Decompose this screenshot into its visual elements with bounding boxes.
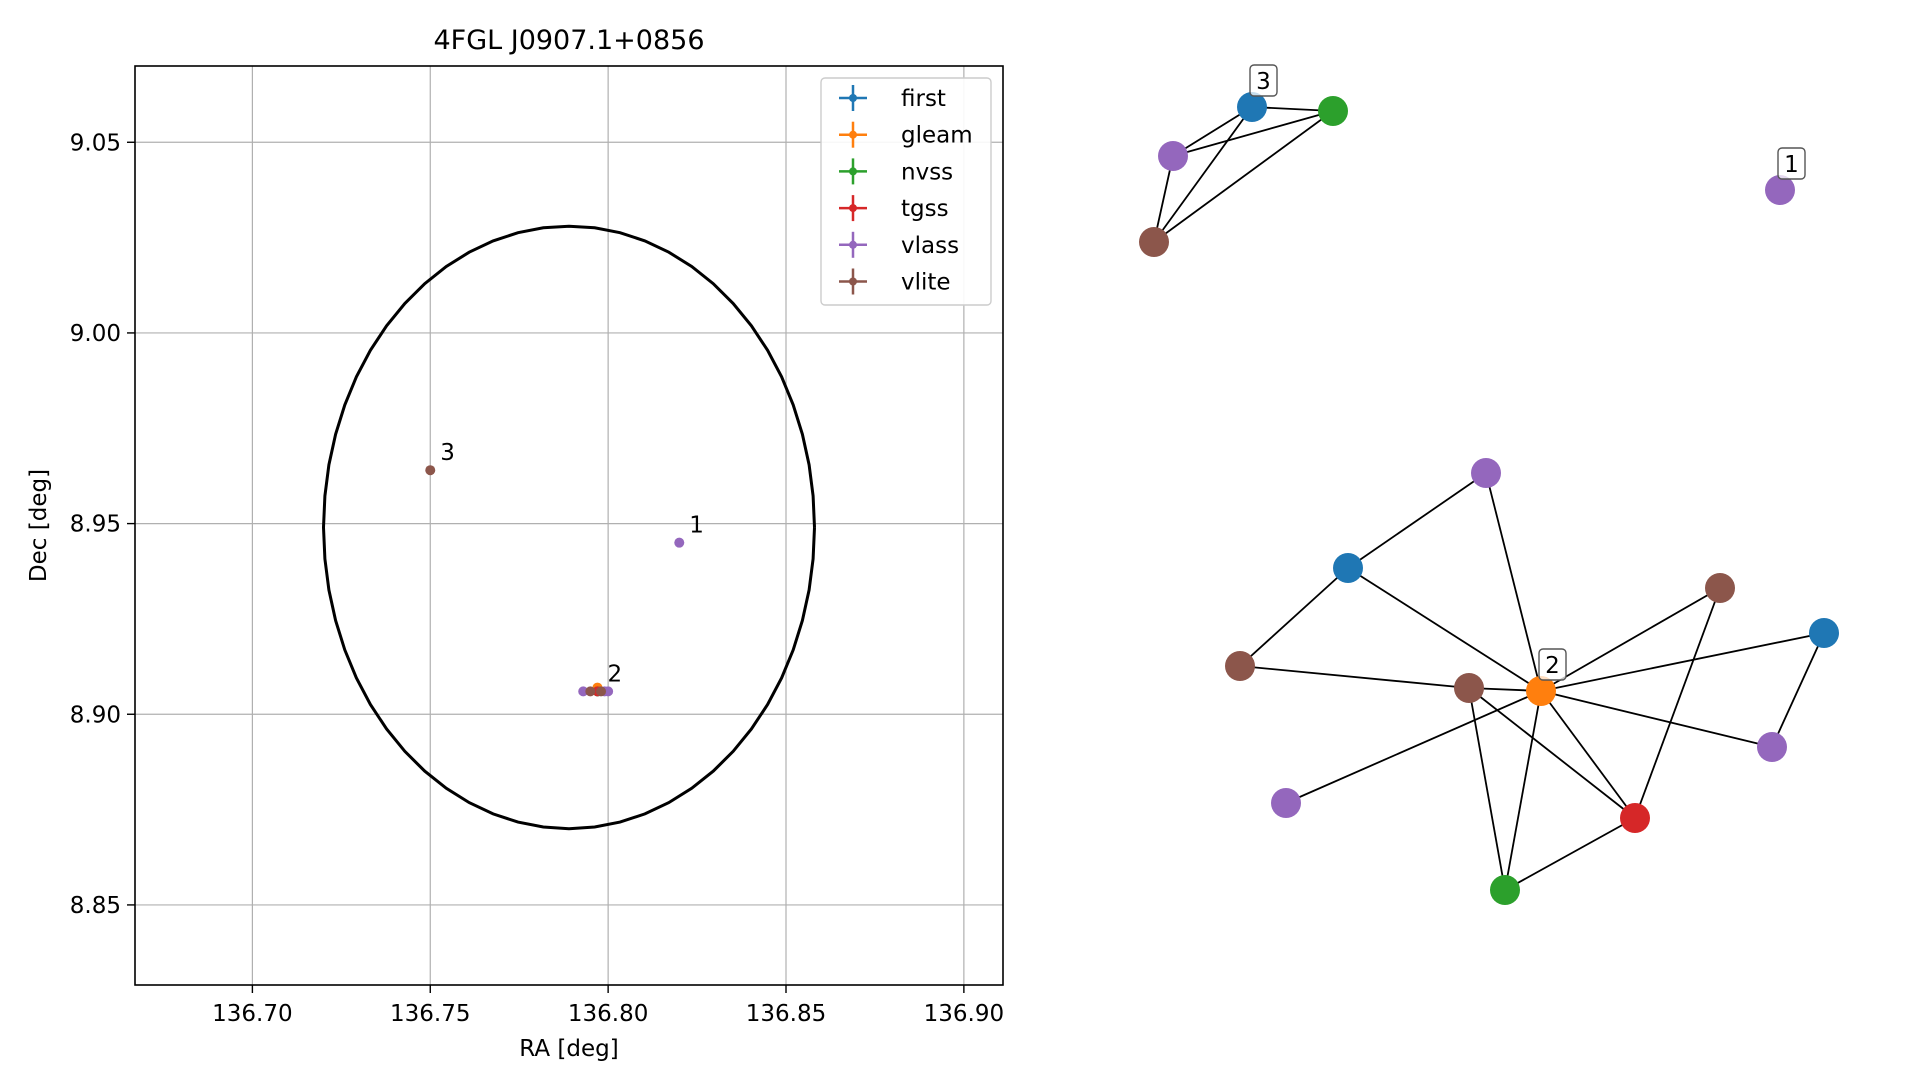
graph-edge: [1172, 106, 1253, 157]
graph-node: [1158, 141, 1188, 171]
y-tick-label: 9.05: [70, 130, 121, 156]
legend-label-vlite: vlite: [901, 270, 951, 296]
legend-marker-dot: [849, 204, 857, 213]
point-vlass: [603, 686, 614, 697]
y-tick-label: 8.90: [70, 702, 121, 728]
graph-edge: [1347, 472, 1487, 569]
graph-edge: [1504, 690, 1542, 891]
graph-node: [1225, 651, 1255, 681]
node-label: 3: [1256, 69, 1271, 95]
y-tick-label: 9.00: [70, 321, 121, 347]
graph-edge: [1634, 587, 1721, 819]
plot-frame: [134, 65, 1004, 986]
point-vlite: [585, 686, 596, 697]
graph-node: [1809, 618, 1839, 648]
graph-node: [1526, 676, 1556, 706]
node-label: 1: [1784, 152, 1799, 178]
point-vlite: [425, 465, 436, 476]
y-axis-label: Dec [deg]: [26, 469, 52, 582]
graph-node: [1620, 803, 1650, 833]
x-tick-label: 136.75: [390, 1001, 470, 1027]
network-panel: 3 1 2: [1139, 64, 1839, 905]
node-label: 2: [1545, 653, 1560, 679]
node-label-box: [1249, 64, 1278, 97]
point-vlass: [578, 686, 589, 697]
graph-node: [1757, 732, 1787, 762]
graph-node: [1333, 553, 1363, 583]
y-tick-label: 8.85: [70, 893, 121, 919]
graph-edge: [1153, 110, 1334, 243]
graph-node: [1271, 788, 1301, 818]
graph-edge: [1540, 690, 1773, 748]
chart-title: 4FGL J0907.1+0856: [433, 25, 704, 56]
graph-edge: [1540, 587, 1721, 692]
graph-edge: [1771, 632, 1825, 748]
graph-edge: [1239, 665, 1470, 689]
graph-edge: [1285, 690, 1542, 804]
node-label-box: [1777, 147, 1806, 180]
graph-edge: [1172, 110, 1334, 157]
legend-marker-dot: [849, 167, 857, 176]
x-tick-label: 136.85: [746, 1001, 826, 1027]
graph-edge: [1540, 632, 1825, 692]
x-tick-label: 136.90: [924, 1001, 1004, 1027]
graph-node: [1765, 175, 1795, 205]
graph-node: [1454, 673, 1484, 703]
node-label-box: [1538, 648, 1567, 681]
x-tick-label: 136.80: [568, 1001, 648, 1027]
graph-edge: [1153, 106, 1253, 243]
annotation-label: 1: [689, 513, 704, 539]
legend-label-first: first: [901, 86, 946, 112]
legend-marker-dot: [849, 277, 857, 286]
legend-label-nvss: nvss: [901, 159, 953, 185]
error-ellipse: [321, 224, 816, 831]
graph-edge: [1468, 687, 1506, 891]
graph-node: [1139, 227, 1169, 257]
legend-marker-dot: [849, 94, 857, 102]
annotation-label: 2: [607, 661, 622, 687]
point-vlass: [674, 537, 685, 548]
graph-node: [1705, 573, 1735, 603]
graph-edge: [1485, 472, 1542, 692]
legend-label-vlass: vlass: [901, 233, 959, 259]
graph-edge: [1239, 567, 1349, 667]
annotation-label: 3: [440, 440, 455, 466]
graph-node: [1318, 96, 1348, 126]
legend-marker-dot: [849, 240, 857, 249]
graph-node: [1237, 92, 1267, 122]
graph-node: [1490, 875, 1520, 905]
legend-marker-dot: [849, 130, 857, 139]
x-tick-label: 136.70: [212, 1001, 292, 1027]
point-vlite: [596, 686, 607, 697]
legend-label-gleam: gleam: [901, 123, 973, 149]
x-axis-label: RA [deg]: [519, 1036, 618, 1062]
y-tick-label: 8.95: [70, 512, 121, 538]
legend-label-tgss: tgss: [901, 196, 949, 222]
graph-node: [1471, 458, 1501, 488]
scatter-panel: 1 2 3 136.70 136.75 136.80 136.85 136.90 8.85 8.9…: [26, 25, 1004, 1062]
graph-edge: [1540, 690, 1636, 819]
graph-edge: [1347, 567, 1542, 692]
graph-edge: [1504, 817, 1636, 891]
